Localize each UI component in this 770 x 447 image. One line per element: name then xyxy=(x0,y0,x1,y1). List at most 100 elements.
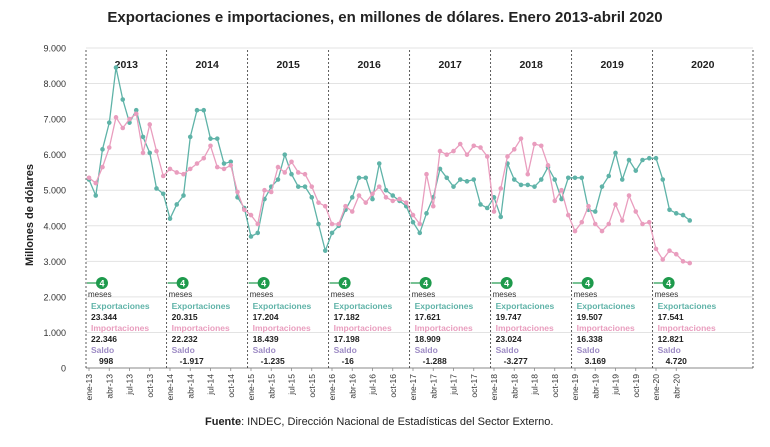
data-point xyxy=(484,205,490,211)
data-point xyxy=(154,148,159,154)
data-point xyxy=(390,193,396,198)
exports-value: 17.621 xyxy=(415,312,441,322)
year-label: 2014 xyxy=(195,59,219,71)
y-tick-label: 0 xyxy=(61,364,66,374)
x-tick-label: abr-15 xyxy=(266,374,276,399)
data-point xyxy=(613,202,618,207)
data-point xyxy=(457,177,463,182)
data-point xyxy=(201,107,207,113)
data-point xyxy=(93,180,99,186)
chart-title: Exportaciones e importaciones, en millon… xyxy=(107,9,663,26)
x-tick-label: abr-13 xyxy=(104,374,114,399)
data-point xyxy=(525,182,531,188)
data-point xyxy=(214,136,220,141)
data-point xyxy=(329,230,335,236)
data-point xyxy=(673,211,679,216)
x-tick-label: oct-17 xyxy=(469,374,479,398)
data-point xyxy=(437,166,443,172)
imports-label: Importaciones xyxy=(334,323,392,333)
balance-label: Saldo xyxy=(91,345,114,355)
balance-label: Saldo xyxy=(334,345,357,355)
data-point xyxy=(106,145,112,150)
months-badge xyxy=(581,277,594,289)
balance-value: 4.720 xyxy=(666,356,688,366)
data-point xyxy=(208,143,213,149)
exports-label: Exportaciones xyxy=(658,301,717,311)
balance-label: Saldo xyxy=(577,345,600,355)
y-tick-label: 6.000 xyxy=(43,150,66,160)
data-point xyxy=(363,175,369,181)
data-point xyxy=(511,147,517,152)
months-count: 4 xyxy=(504,279,509,289)
x-tick-label: ene-18 xyxy=(489,374,499,401)
data-point xyxy=(565,212,571,218)
months-count: 4 xyxy=(99,279,104,289)
months-badge xyxy=(419,277,432,289)
imports-label: Importaciones xyxy=(658,323,716,333)
data-point xyxy=(579,175,585,181)
x-tick-label: jul-17 xyxy=(449,374,459,396)
data-point xyxy=(592,209,598,214)
data-point xyxy=(316,200,321,205)
data-point xyxy=(444,175,450,181)
months-label: meses xyxy=(250,290,274,299)
data-point xyxy=(356,193,362,198)
exports-value: 19.507 xyxy=(577,312,603,322)
y-axis-label: Millones de dólares xyxy=(24,164,36,266)
exports-label: Exportaciones xyxy=(415,301,474,311)
x-tick-label: ene-16 xyxy=(327,374,337,401)
data-point xyxy=(167,166,173,172)
data-point xyxy=(471,177,477,182)
x-tick-label: ene-19 xyxy=(570,374,580,401)
x-tick-label: jul-14 xyxy=(206,374,216,396)
data-point xyxy=(282,152,288,157)
data-point xyxy=(457,141,463,147)
exports-label: Exportaciones xyxy=(172,301,231,311)
x-tick-label: ene-20 xyxy=(651,374,661,401)
data-point xyxy=(140,134,146,140)
exports-label: Exportaciones xyxy=(253,301,312,311)
source-label: Fuente xyxy=(205,416,242,428)
data-point xyxy=(248,234,254,239)
data-point xyxy=(309,195,315,200)
data-point xyxy=(133,107,139,113)
data-point xyxy=(343,203,348,209)
exports-value: 17.204 xyxy=(253,312,279,322)
data-point xyxy=(410,219,416,225)
data-point xyxy=(370,191,375,197)
imports-value: 12.821 xyxy=(658,334,684,344)
data-point xyxy=(397,196,402,202)
y-tick-label: 5.000 xyxy=(43,186,66,196)
data-point xyxy=(120,97,126,102)
balance-value: 3.169 xyxy=(585,356,607,366)
series-line xyxy=(88,112,690,264)
data-point xyxy=(228,159,234,165)
balance-value: -1.235 xyxy=(261,356,285,366)
data-point xyxy=(113,65,119,70)
data-point xyxy=(282,170,288,175)
data-point xyxy=(478,202,483,207)
data-point xyxy=(410,212,416,218)
exports-label: Exportaciones xyxy=(496,301,555,311)
data-point xyxy=(572,228,578,234)
y-tick-label: 9.000 xyxy=(43,44,66,54)
data-point xyxy=(633,209,639,214)
x-tick-label: abr-16 xyxy=(347,374,357,399)
balance-label: Saldo xyxy=(415,345,438,355)
x-tick-label: abr-18 xyxy=(509,374,519,399)
x-tick-label: oct-16 xyxy=(388,374,398,398)
data-point xyxy=(653,246,659,252)
data-point xyxy=(295,184,301,189)
series-exportaciones xyxy=(86,65,693,253)
balance-label: Saldo xyxy=(253,345,276,355)
x-tick-label: abr-19 xyxy=(590,374,600,399)
months-label: meses xyxy=(493,290,517,299)
data-point xyxy=(154,186,159,191)
x-tick-label: abr-17 xyxy=(428,374,438,399)
data-point xyxy=(592,221,598,227)
balance-value: -16 xyxy=(342,356,355,366)
x-tick-label: oct-15 xyxy=(307,374,317,398)
